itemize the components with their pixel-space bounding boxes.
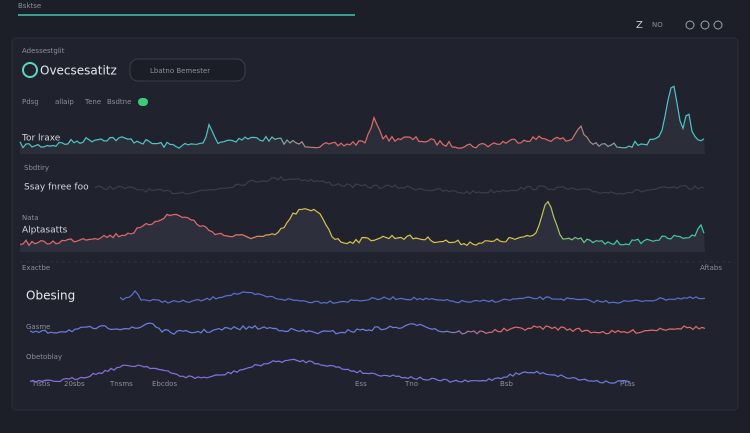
toggle[interactable]: [138, 98, 148, 106]
footer-label: Ptas: [620, 380, 635, 388]
wave-line: [29, 358, 631, 384]
wave-line: [94, 176, 705, 195]
footer-label: Ebcdos: [152, 380, 177, 388]
waveforms: [19, 85, 706, 384]
footer-label: 20sbs: [64, 380, 85, 388]
legend-item: Tene: [84, 98, 101, 106]
footer-label: Tlstis: [31, 380, 51, 388]
section-side: Gasme: [26, 323, 51, 331]
icon[interactable]: [713, 20, 723, 30]
panel-label: Adessestglit: [22, 47, 65, 55]
legend-item: Pdsg: [22, 98, 39, 106]
icon[interactable]: [700, 20, 710, 30]
wave-area: [20, 201, 705, 252]
legend-item: Bsdtne: [107, 98, 131, 106]
section-title: Tor lraxe: [21, 134, 61, 144]
section-side: Nata: [22, 214, 39, 222]
section-title: Ssay fnree foo: [24, 183, 89, 193]
search-text: Lbatno Bemester: [150, 67, 210, 75]
search-box[interactable]: [129, 58, 246, 82]
wave-line: [19, 200, 705, 247]
app-title: Bsktse: [18, 2, 41, 10]
footer-label: Tnsms: [109, 380, 133, 388]
section-side: Sbdtiry: [24, 164, 49, 172]
footer-label: Tno: [404, 380, 418, 388]
wave-area: [20, 86, 705, 154]
icon-z[interactable]: Z: [636, 20, 643, 31]
control[interactable]: NO: [652, 21, 663, 29]
wave-line: [29, 322, 706, 335]
icon[interactable]: [685, 20, 695, 30]
wave-line: [119, 290, 706, 304]
section-side: Aftabs: [700, 264, 722, 272]
footer-label: Bsb: [500, 380, 513, 388]
panel-title: Ovecsesatitz: [40, 64, 117, 78]
footer-label: Ess: [355, 380, 367, 388]
footer: Tlstis 20sbs Tnsms Ebcdos Ess Tno Bsb Ptas: [31, 380, 635, 388]
section-title: Obesing: [26, 289, 75, 303]
wave-line: [19, 85, 705, 149]
section-title: Alptasatts: [22, 226, 68, 236]
logo: [22, 62, 38, 78]
section-title: Obetoblay: [26, 353, 62, 361]
legend-item: allaip: [55, 98, 74, 106]
panel: [11, 37, 739, 411]
section-side: Exactbe: [22, 264, 50, 272]
